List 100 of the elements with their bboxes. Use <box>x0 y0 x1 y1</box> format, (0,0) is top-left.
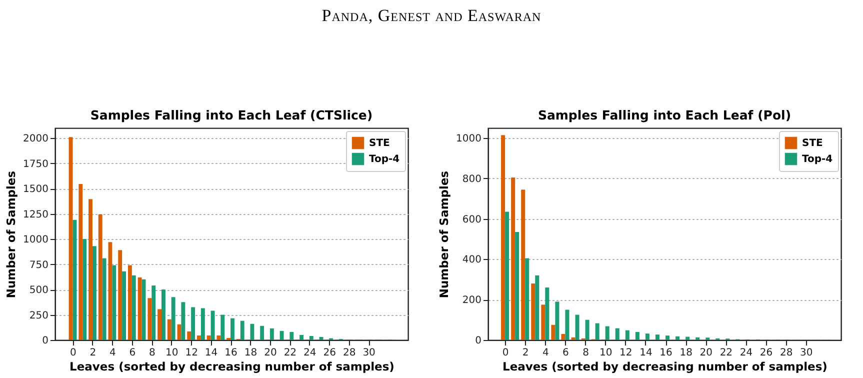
x-tick-label: 18 <box>244 348 258 358</box>
bar <box>82 239 87 340</box>
chart-title: Samples Falling into Each Leaf (CTSlice) <box>90 108 373 122</box>
bar <box>167 319 172 340</box>
x-tick-label: 24 <box>740 348 753 358</box>
bar <box>515 232 520 340</box>
x-tick-label: 10 <box>165 348 178 358</box>
x-axis-title: Leaves (sorted by decreasing number of samples) <box>70 360 394 374</box>
bar <box>196 335 201 340</box>
bar <box>300 334 304 340</box>
x-tick-label: 4 <box>110 348 116 358</box>
bar <box>118 250 122 340</box>
x-tick-label: 8 <box>582 348 589 358</box>
x-tick-label: 26 <box>760 348 773 358</box>
x-tick-label: 6 <box>562 348 569 358</box>
y-tick-label: 1000 <box>456 134 482 145</box>
y-tick-label: 1750 <box>23 158 48 170</box>
bar <box>112 265 116 340</box>
y-tick-label: 400 <box>462 254 482 266</box>
x-tick-label: 0 <box>502 348 509 358</box>
bar <box>148 298 152 340</box>
bar <box>696 337 700 340</box>
x-tick-label: 12 <box>185 348 198 358</box>
bar <box>511 177 516 340</box>
legend-label: STE <box>802 138 824 149</box>
bar <box>575 314 580 340</box>
x-tick-label: 10 <box>599 348 612 358</box>
x-tick-label: 8 <box>148 348 156 358</box>
bar <box>250 324 254 340</box>
legend-label: Top-4 <box>802 154 833 165</box>
bar <box>555 302 560 340</box>
x-tick-label: 30 <box>362 348 376 358</box>
x-tick-label: 16 <box>660 348 672 358</box>
legend-label: STE <box>369 138 390 149</box>
bar <box>501 135 506 340</box>
x-tick-label: 0 <box>70 348 76 358</box>
bar <box>615 328 620 340</box>
y-tick-label: 200 <box>462 295 482 306</box>
x-axis-title: Leaves (sorted by decreasing number of samples) <box>502 360 828 374</box>
x-tick-label: 16 <box>224 348 238 358</box>
y-tick-label: 1250 <box>23 209 48 220</box>
bar <box>635 332 640 340</box>
x-tick-label: 18 <box>680 348 692 358</box>
bar <box>191 307 196 340</box>
bar <box>128 265 132 340</box>
bar <box>645 334 650 340</box>
bar <box>161 290 166 340</box>
x-tick-label: 24 <box>304 348 316 358</box>
y-tick-label: 2000 <box>23 134 48 145</box>
bar <box>200 308 205 340</box>
bar <box>525 258 530 340</box>
chart-title: Samples Falling into Each Leaf (Pol) <box>538 108 792 122</box>
y-tick-label: 1000 <box>23 234 48 246</box>
y-axis-title: Number of Samples <box>437 170 452 298</box>
x-tick-label: 28 <box>342 348 356 358</box>
bar <box>666 336 670 340</box>
bar <box>102 258 106 340</box>
bar <box>561 334 566 340</box>
bar <box>158 309 162 340</box>
bar <box>655 334 660 340</box>
y-tick-label: 0 <box>475 336 482 346</box>
bar <box>595 323 600 340</box>
x-tick-label: 22 <box>284 348 297 358</box>
bar <box>585 320 590 340</box>
bar <box>545 288 550 340</box>
bar <box>535 275 540 340</box>
bar <box>605 326 610 340</box>
x-tick-label: 12 <box>620 348 632 358</box>
x-tick-label: 20 <box>700 348 712 358</box>
bar <box>260 326 264 340</box>
bar <box>240 320 244 340</box>
bar <box>290 332 294 340</box>
x-tick-label: 20 <box>264 348 277 358</box>
bar <box>171 297 176 340</box>
x-tick-label: 4 <box>542 348 549 358</box>
bar <box>216 335 221 340</box>
bar <box>531 283 536 340</box>
bar <box>206 335 211 340</box>
bar <box>551 324 556 340</box>
y-tick-label: 500 <box>29 285 48 296</box>
bar <box>152 285 156 340</box>
legend-label: Top-4 <box>369 154 400 165</box>
bar <box>505 212 510 340</box>
x-tick-label: 2 <box>522 348 529 358</box>
bar <box>138 277 142 340</box>
x-tick-label: 6 <box>129 348 136 358</box>
y-tick-label: 1500 <box>23 184 48 196</box>
bar <box>309 336 314 340</box>
bar <box>181 302 186 340</box>
x-tick-label: 26 <box>323 348 336 358</box>
x-tick-label: 14 <box>204 348 218 358</box>
y-tick-label: 250 <box>29 310 48 322</box>
bar <box>280 330 284 340</box>
bar <box>132 275 136 340</box>
bar <box>88 199 92 340</box>
y-axis-title: Number of Samples <box>4 170 18 298</box>
bar <box>565 310 570 340</box>
bar <box>92 246 96 340</box>
x-tick-label: 28 <box>780 348 793 358</box>
y-tick-label: 600 <box>462 214 482 226</box>
